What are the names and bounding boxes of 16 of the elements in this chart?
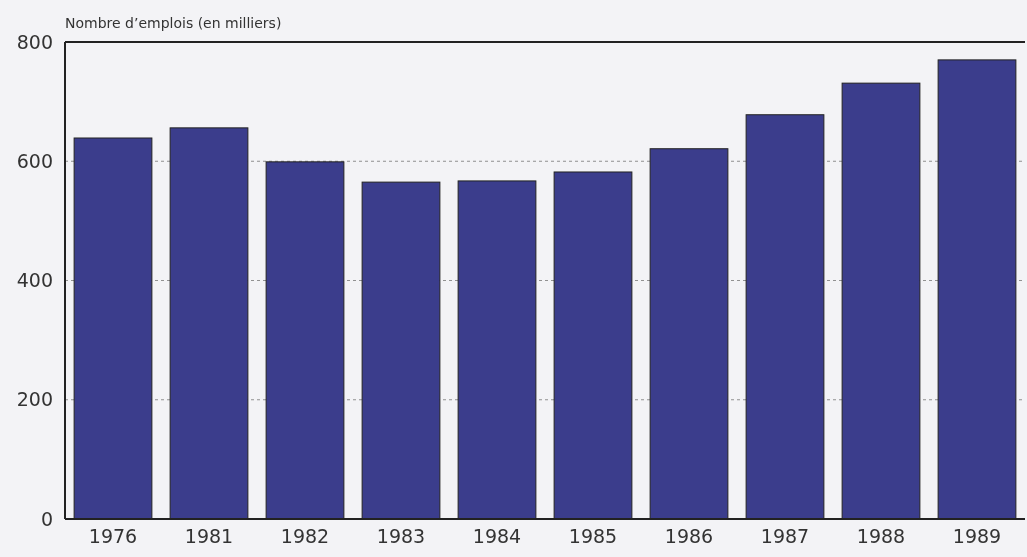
y-axis-title: Nombre d’emplois (en milliers) — [65, 15, 282, 31]
y-tick-label: 600 — [16, 149, 53, 172]
x-tick-label: 1988 — [856, 525, 906, 547]
x-tick-label: 1982 — [280, 525, 330, 547]
x-tick-label: 1989 — [952, 525, 1002, 547]
x-tick-label: 1976 — [88, 525, 138, 547]
x-tick-label: 1984 — [472, 525, 522, 547]
y-tick-label: 800 — [16, 30, 53, 53]
x-tick-label: 1983 — [376, 525, 426, 547]
x-tick-label: 1985 — [568, 525, 618, 547]
y-tick-label: 200 — [16, 388, 53, 411]
x-tick-label: 1987 — [760, 525, 810, 547]
x-tick-label: 1986 — [664, 525, 714, 547]
y-tick-label: 400 — [16, 269, 53, 292]
x-tick-label: 1981 — [184, 525, 234, 547]
y-tick-label: 0 — [40, 507, 53, 530]
